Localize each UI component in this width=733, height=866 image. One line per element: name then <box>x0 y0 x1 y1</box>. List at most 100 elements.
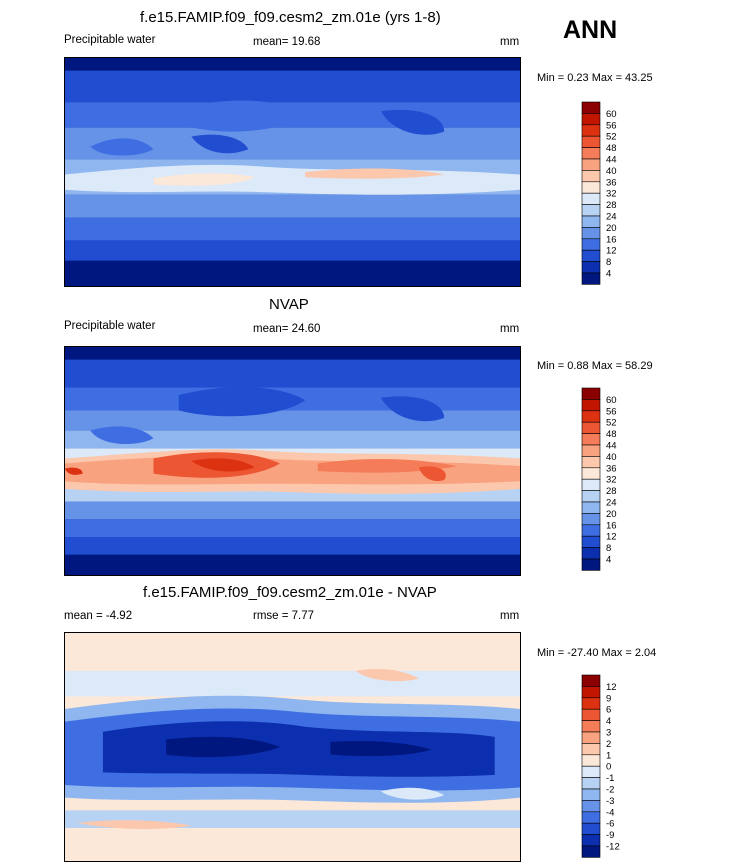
mean-label-obs: mean= 24.60 <box>253 323 321 335</box>
colorbar-tick-label: 40 <box>606 166 617 177</box>
map-model <box>64 57 521 287</box>
colorbar-swatch <box>581 124 601 137</box>
colorbar-swatch <box>581 113 601 126</box>
colorbar-swatch <box>581 777 601 790</box>
colorbar-tick-label: 9 <box>606 693 611 704</box>
colorbar-swatch <box>581 743 601 756</box>
colorbar-swatch <box>581 170 601 183</box>
colorbar-tick-label: 2 <box>606 739 611 750</box>
colorbar-swatch <box>581 811 601 824</box>
colorbar-swatch <box>581 558 601 571</box>
mean-label-model: mean= 19.68 <box>253 36 321 48</box>
colorbar-tick-label: 4 <box>606 716 611 727</box>
colorbar-tick-label: 4 <box>606 555 611 566</box>
colorbar-swatch <box>581 478 601 491</box>
colorbar-swatch <box>581 101 601 114</box>
colorbar-swatch <box>581 215 601 228</box>
diff-mean-label: mean = -4.92 <box>64 610 133 622</box>
colorbar-tick-label: 44 <box>606 441 617 452</box>
colorbar-swatch <box>581 261 601 274</box>
colorbar-swatch <box>581 754 601 767</box>
colorbar-swatch <box>581 720 601 733</box>
colorbar-tick-label: -3 <box>606 796 614 807</box>
colorbar-tick-label: 36 <box>606 177 617 188</box>
colorbar-swatch <box>581 147 601 160</box>
colorbar-swatch <box>581 524 601 537</box>
colorbar-swatch <box>581 444 601 457</box>
minmax-label-obs: Min = 0.88 Max = 58.29 <box>537 360 653 372</box>
colorbar-model: 60 56 52 48 44 40 36 32 28 24 20 16 12 8 4 <box>581 101 642 286</box>
colorbar-swatch <box>581 158 601 171</box>
colorbar-swatch <box>581 845 601 858</box>
colorbar-swatch <box>581 674 601 687</box>
colorbar-tick-label: 1 <box>606 750 611 761</box>
colorbar-tick-label: 20 <box>606 509 617 520</box>
colorbar-tick-label: 16 <box>606 234 617 245</box>
colorbar-swatch <box>581 227 601 240</box>
variable-label-model: Precipitable water <box>64 34 156 46</box>
colorbar-swatch <box>581 456 601 469</box>
colorbar-tick-label: 4 <box>606 269 611 280</box>
colorbar-tick-label: 52 <box>606 132 617 143</box>
colorbar-tick-label: 6 <box>606 705 611 716</box>
colorbar-tick-label: 36 <box>606 463 617 474</box>
colorbar-swatch <box>581 822 601 835</box>
colorbar-swatch <box>581 708 601 721</box>
variable-label-obs: Precipitable water <box>64 320 156 332</box>
panel-title-diff: f.e15.FAMIP.f09_f09.cesm2_zm.01e - NVAP <box>143 584 437 601</box>
panel-title-obs: NVAP <box>269 296 309 313</box>
colorbar-swatch <box>581 765 601 778</box>
colorbar-tick-label: 48 <box>606 429 617 440</box>
map-diff <box>64 632 521 862</box>
colorbar-swatch <box>581 410 601 423</box>
minmax-label-model: Min = 0.23 Max = 43.25 <box>537 72 653 84</box>
colorbar-swatch <box>581 181 601 194</box>
colorbar-obs: 60 56 52 48 44 40 36 32 28 24 20 16 12 8 4 <box>581 387 642 572</box>
colorbar-swatch <box>581 788 601 801</box>
colorbar-tick-label: -2 <box>606 785 614 796</box>
season-label: ANN <box>563 16 618 44</box>
colorbar-tick-label: 44 <box>606 155 617 166</box>
map-obs <box>64 346 521 576</box>
colorbar-tick-label: 12 <box>606 246 617 257</box>
colorbar-swatch <box>581 490 601 503</box>
colorbar-swatch <box>581 686 601 699</box>
colorbar-tick-label: 8 <box>606 543 611 554</box>
colorbar-tick-label: -6 <box>606 819 614 830</box>
units-label-obs: mm <box>500 323 520 335</box>
colorbar-swatch <box>581 731 601 744</box>
colorbar-swatch <box>581 204 601 217</box>
colorbar-swatch <box>581 697 601 710</box>
colorbar-swatch <box>581 834 601 847</box>
colorbar-tick-label: 60 <box>606 109 617 120</box>
colorbar-tick-label: 8 <box>606 257 611 268</box>
colorbar-swatch <box>581 800 601 813</box>
colorbar-swatch <box>581 547 601 560</box>
colorbar-tick-label: -12 <box>606 842 620 853</box>
colorbar-tick-label: 16 <box>606 520 617 531</box>
colorbar-tick-label: 24 <box>606 212 617 223</box>
colorbar-tick-label: -4 <box>606 807 614 818</box>
minmax-label-diff: Min = -27.40 Max = 2.04 <box>537 647 657 659</box>
colorbar-tick-label: 32 <box>606 475 617 486</box>
colorbar-tick-label: 0 <box>606 762 611 773</box>
colorbar-swatch <box>581 467 601 480</box>
colorbar-tick-label: 56 <box>606 406 617 417</box>
colorbar-swatch <box>581 399 601 412</box>
colorbar-swatch <box>581 421 601 434</box>
colorbar-swatch <box>581 135 601 148</box>
colorbar-swatch <box>581 249 601 262</box>
units-label-model: mm <box>500 36 520 48</box>
colorbar-swatch <box>581 433 601 446</box>
colorbar-swatch <box>581 272 601 285</box>
colorbar-tick-label: 12 <box>606 532 617 543</box>
colorbar-swatch <box>581 387 601 400</box>
colorbar-tick-label: 12 <box>606 682 617 693</box>
colorbar-swatch <box>581 192 601 205</box>
colorbar-tick-label: 20 <box>606 223 617 234</box>
units-label-diff: mm <box>500 610 520 622</box>
panel-title-model: f.e15.FAMIP.f09_f09.cesm2_zm.01e (yrs 1-… <box>140 9 441 26</box>
colorbar-tick-label: 48 <box>606 143 617 154</box>
colorbar-tick-label: 40 <box>606 452 617 463</box>
colorbar-tick-label: 60 <box>606 395 617 406</box>
